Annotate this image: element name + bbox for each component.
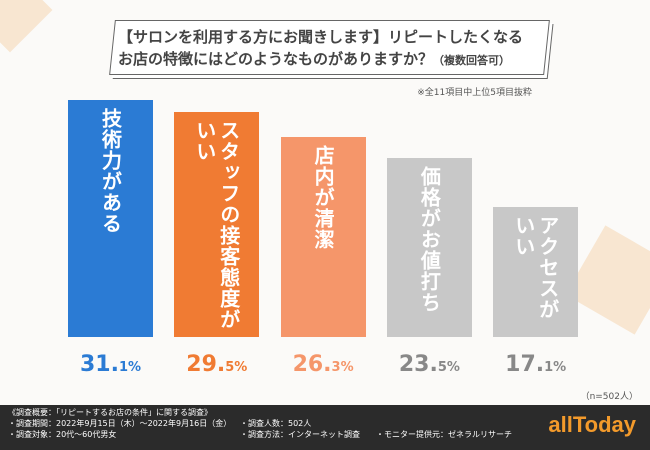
survey-method: ・調査方法：インターネット調査 <box>240 430 360 439</box>
bar: スタッフの接客態度がいい <box>174 112 260 337</box>
logo: allToday <box>548 412 636 437</box>
bar: アクセスがいい <box>493 206 579 337</box>
value-label: 31.1% <box>79 352 142 377</box>
title-line1: 【サロンを利用する方にお聞きします】リピートしたくなる <box>118 28 524 46</box>
bar-label: スタッフの接客態度がいい <box>192 120 241 331</box>
bar: 価格がお値打ち <box>386 157 472 337</box>
bar-label: 価格がお値打ち <box>417 165 442 313</box>
survey-heading: 《調査概要：「リピートするお店の条件」に関する調査》 <box>8 408 212 417</box>
value-label: 23.5% <box>398 352 460 377</box>
decoration <box>0 0 53 53</box>
value-label: 26.3% <box>292 352 354 377</box>
survey-provider: ・モニター提供元：ゼネラルリサーチ <box>376 430 512 439</box>
title-suffix: （複数回答可） <box>433 54 511 67</box>
bar-label: アクセスがいい <box>511 214 560 320</box>
survey-target: ・調査対象：20代～60代男女 <box>8 430 117 439</box>
bar: 技術力がある <box>68 100 153 337</box>
title-line2: お店の特徴にはどのようなものがありますか？ <box>118 50 434 68</box>
bar-label: 店内が清潔 <box>311 144 336 250</box>
value-label: 17.1% <box>505 352 567 377</box>
note: ※全11項目中上位5項目抜粋 <box>417 88 532 98</box>
survey-period: ・調査期間：2022年9月15日（木）～2022年9月16日（金） <box>8 419 232 428</box>
footer: 《調査概要：「リピートするお店の条件」に関する調査》 ・調査期間：2022年9月… <box>0 405 650 450</box>
sample-size: （n=502人） <box>580 392 638 402</box>
value-label: 29.5% <box>186 352 248 377</box>
bar: 店内が清潔 <box>280 136 366 337</box>
bar-label: 技術力がある <box>98 108 123 234</box>
survey-count: ・調査人数：502人 <box>240 419 312 428</box>
chart-title: 【サロンを利用する方にお聞きします】リピートしたくなる お店の特徴にはどのような… <box>118 26 538 72</box>
